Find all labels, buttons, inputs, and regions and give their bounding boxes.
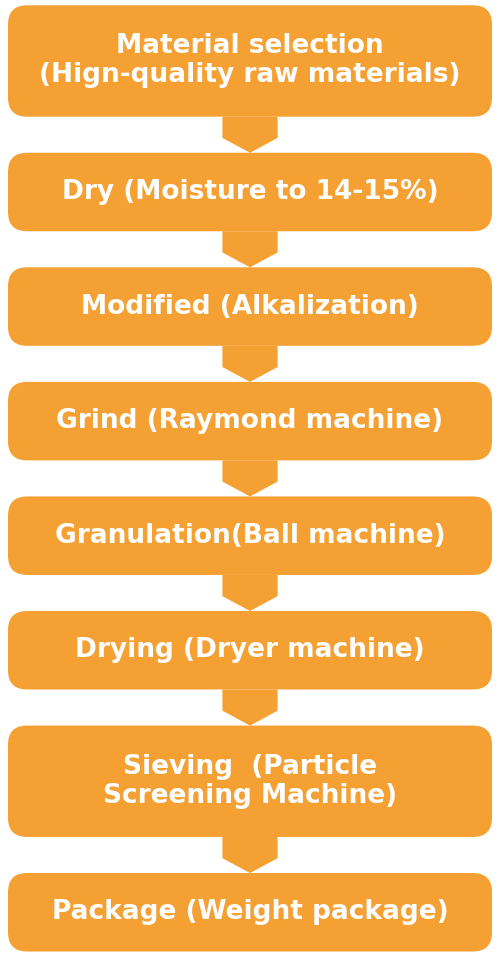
FancyBboxPatch shape bbox=[8, 726, 492, 837]
FancyBboxPatch shape bbox=[8, 267, 492, 346]
Polygon shape bbox=[222, 689, 278, 726]
Text: Sieving  (Particle
Screening Machine): Sieving (Particle Screening Machine) bbox=[103, 754, 397, 808]
Text: Drying (Dryer machine): Drying (Dryer machine) bbox=[75, 637, 425, 663]
Text: Material selection
(Hign-quality raw materials): Material selection (Hign-quality raw mat… bbox=[39, 34, 461, 88]
FancyBboxPatch shape bbox=[8, 611, 492, 689]
Polygon shape bbox=[222, 461, 278, 496]
Polygon shape bbox=[222, 575, 278, 611]
FancyBboxPatch shape bbox=[8, 153, 492, 231]
Text: Dry (Moisture to 14-15%): Dry (Moisture to 14-15%) bbox=[62, 179, 438, 205]
Text: Modified (Alkalization): Modified (Alkalization) bbox=[81, 294, 419, 320]
Polygon shape bbox=[222, 117, 278, 153]
FancyBboxPatch shape bbox=[8, 496, 492, 575]
Text: Grind (Raymond machine): Grind (Raymond machine) bbox=[56, 408, 444, 434]
Polygon shape bbox=[222, 837, 278, 873]
Text: Granulation(Ball machine): Granulation(Ball machine) bbox=[54, 522, 446, 549]
FancyBboxPatch shape bbox=[8, 382, 492, 461]
Polygon shape bbox=[222, 346, 278, 382]
Polygon shape bbox=[222, 231, 278, 267]
FancyBboxPatch shape bbox=[8, 6, 492, 117]
Text: Package (Weight package): Package (Weight package) bbox=[52, 900, 448, 925]
FancyBboxPatch shape bbox=[8, 873, 492, 951]
